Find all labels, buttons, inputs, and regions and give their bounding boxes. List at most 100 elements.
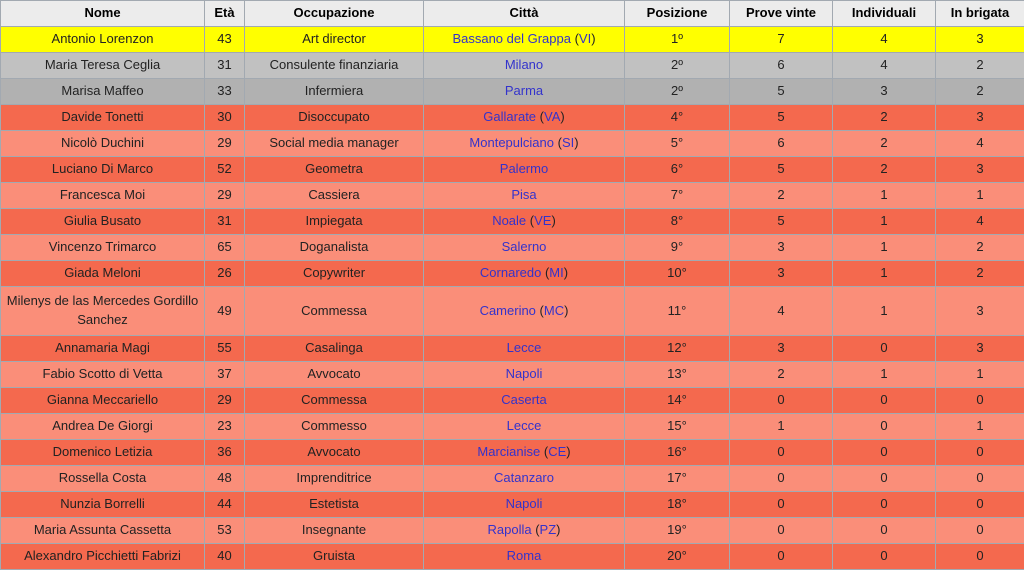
- cell-prove-vinte: 6: [730, 131, 833, 157]
- cell-in-brigata: 3: [936, 157, 1024, 183]
- cell-posizione: 15°: [625, 414, 730, 440]
- cell-posizione: 11°: [625, 287, 730, 336]
- city-link[interactable]: Camerino: [480, 303, 536, 318]
- cell-nome: Maria Assunta Cassetta: [1, 518, 205, 544]
- cell-individuali: 0: [833, 388, 936, 414]
- cell-posizione: 13°: [625, 362, 730, 388]
- province-link[interactable]: SI: [562, 135, 574, 150]
- cell-eta: 37: [205, 362, 245, 388]
- cell-posizione: 18°: [625, 492, 730, 518]
- province-link[interactable]: VI: [579, 31, 591, 46]
- column-header-eta: Età: [205, 1, 245, 27]
- cell-eta: 43: [205, 27, 245, 53]
- city-link[interactable]: Noale: [492, 213, 526, 228]
- city-link[interactable]: Napoli: [506, 496, 543, 511]
- cell-individuali: 0: [833, 466, 936, 492]
- city-link[interactable]: Roma: [507, 548, 542, 563]
- cell-individuali: 3: [833, 79, 936, 105]
- cell-occupazione: Impiegata: [245, 209, 424, 235]
- cell-prove-vinte: 5: [730, 157, 833, 183]
- cell-prove-vinte: 1: [730, 414, 833, 440]
- table-row: Fabio Scotto di Vetta 37 Avvocato Napoli…: [1, 362, 1024, 388]
- cell-eta: 31: [205, 53, 245, 79]
- cell-individuali: 0: [833, 518, 936, 544]
- cell-individuali: 0: [833, 414, 936, 440]
- city-link[interactable]: Montepulciano: [469, 135, 554, 150]
- city-link[interactable]: Rapolla: [487, 522, 531, 537]
- cell-citta: Napoli: [424, 362, 625, 388]
- cell-in-brigata: 0: [936, 518, 1024, 544]
- cell-nome: Domenico Letizia: [1, 440, 205, 466]
- cell-eta: 40: [205, 544, 245, 570]
- city-link[interactable]: Milano: [505, 57, 543, 72]
- province-link[interactable]: MC: [544, 303, 564, 318]
- cell-individuali: 0: [833, 336, 936, 362]
- cell-posizione: 5°: [625, 131, 730, 157]
- cell-prove-vinte: 3: [730, 336, 833, 362]
- table-row: Milenys de las Mercedes Gordillo Sanchez…: [1, 287, 1024, 336]
- cell-posizione: 12°: [625, 336, 730, 362]
- city-link[interactable]: Bassano del Grappa: [452, 31, 571, 46]
- cell-occupazione: Avvocato: [245, 440, 424, 466]
- province-link[interactable]: PZ: [540, 522, 557, 537]
- city-link[interactable]: Lecce: [507, 418, 542, 433]
- cell-eta: 55: [205, 336, 245, 362]
- province-link[interactable]: MI: [549, 265, 563, 280]
- cell-posizione: 20°: [625, 544, 730, 570]
- cell-eta: 29: [205, 388, 245, 414]
- cell-nome: Alexandro Picchietti Fabrizi: [1, 544, 205, 570]
- cell-nome: Maria Teresa Ceglia: [1, 53, 205, 79]
- table-row: Nunzia Borrelli 44 Estetista Napoli 18° …: [1, 492, 1024, 518]
- table-row: Rossella Costa 48 Imprenditrice Catanzar…: [1, 466, 1024, 492]
- city-link[interactable]: Parma: [505, 83, 543, 98]
- cell-posizione: 16°: [625, 440, 730, 466]
- table-row: Maria Assunta Cassetta 53 Insegnante Rap…: [1, 518, 1024, 544]
- city-link[interactable]: Salerno: [502, 239, 547, 254]
- city-link[interactable]: Lecce: [507, 340, 542, 355]
- table-row: Gianna Meccariello 29 Commessa Caserta 1…: [1, 388, 1024, 414]
- cell-nome: Andrea De Giorgi: [1, 414, 205, 440]
- cell-individuali: 4: [833, 53, 936, 79]
- cell-citta: Noale (VE): [424, 209, 625, 235]
- cell-citta: Catanzaro: [424, 466, 625, 492]
- cell-prove-vinte: 0: [730, 518, 833, 544]
- cell-in-brigata: 2: [936, 53, 1024, 79]
- cell-prove-vinte: 7: [730, 27, 833, 53]
- cell-citta: Rapolla (PZ): [424, 518, 625, 544]
- cell-prove-vinte: 6: [730, 53, 833, 79]
- city-link[interactable]: Pisa: [511, 187, 536, 202]
- cell-citta: Caserta: [424, 388, 625, 414]
- cell-in-brigata: 1: [936, 183, 1024, 209]
- province-link[interactable]: CE: [548, 444, 566, 459]
- cell-posizione: 10°: [625, 261, 730, 287]
- cell-posizione: 8°: [625, 209, 730, 235]
- cell-citta: Palermo: [424, 157, 625, 183]
- cell-posizione: 2º: [625, 53, 730, 79]
- city-link[interactable]: Palermo: [500, 161, 548, 176]
- city-link[interactable]: Catanzaro: [494, 470, 554, 485]
- city-link[interactable]: Cornaredo: [480, 265, 541, 280]
- province-link[interactable]: VE: [534, 213, 551, 228]
- cell-posizione: 19°: [625, 518, 730, 544]
- cell-posizione: 6°: [625, 157, 730, 183]
- city-link[interactable]: Marcianise: [477, 444, 540, 459]
- column-header-posizione: Posizione: [625, 1, 730, 27]
- cell-eta: 33: [205, 79, 245, 105]
- cell-citta: Roma: [424, 544, 625, 570]
- cell-prove-vinte: 0: [730, 388, 833, 414]
- city-link[interactable]: Caserta: [501, 392, 547, 407]
- cell-occupazione: Commesso: [245, 414, 424, 440]
- cell-eta: 30: [205, 105, 245, 131]
- cell-nome: Giada Meloni: [1, 261, 205, 287]
- cell-individuali: 0: [833, 440, 936, 466]
- cell-in-brigata: 1: [936, 362, 1024, 388]
- city-link[interactable]: Napoli: [506, 366, 543, 381]
- cell-prove-vinte: 5: [730, 105, 833, 131]
- cell-individuali: 0: [833, 544, 936, 570]
- city-link[interactable]: Gallarate: [483, 109, 536, 124]
- cell-citta: Cornaredo (MI): [424, 261, 625, 287]
- cell-posizione: 9°: [625, 235, 730, 261]
- cell-occupazione: Geometra: [245, 157, 424, 183]
- cell-in-brigata: 2: [936, 79, 1024, 105]
- province-link[interactable]: VA: [544, 109, 560, 124]
